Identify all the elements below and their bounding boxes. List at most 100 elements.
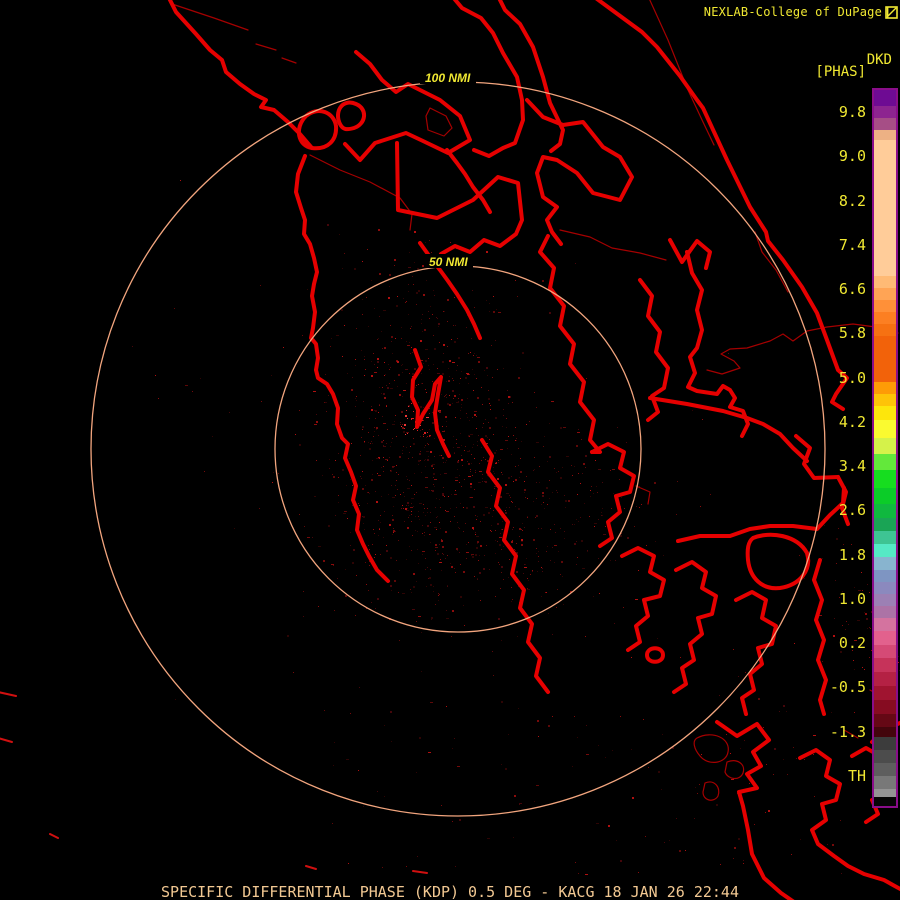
coastline-path: [167, 0, 314, 150]
coastline-path: [645, 646, 665, 664]
coastline-path: [649, 0, 715, 146]
color-bar-segment: [874, 594, 896, 606]
coastline-path: [410, 348, 451, 458]
coastline-path: [309, 154, 413, 231]
color-bar-segment: [874, 504, 896, 518]
coastline-path: [538, 234, 602, 454]
scale-label: 7.4: [838, 235, 866, 254]
coastline-path: [336, 100, 366, 132]
color-bar-segment: [874, 557, 896, 570]
scale-label: TH: [847, 766, 866, 785]
scale-label: 5.0: [838, 368, 866, 387]
coastline-path: [638, 278, 670, 422]
ring-label-backdrop: [425, 254, 473, 268]
scale-label: 1.0: [838, 589, 866, 608]
range-ring: [90, 81, 826, 817]
color-bar-segment: [874, 700, 896, 714]
color-bar-segment: [874, 406, 896, 420]
color-bar-segment: [874, 645, 896, 658]
cod-logo-icon: [885, 5, 898, 19]
coastline-path: [754, 231, 789, 293]
coastline-path: [525, 98, 634, 246]
color-bar-segment: [874, 750, 896, 763]
color-bar-segment: [874, 312, 896, 324]
coastline-thick: [167, 0, 900, 900]
color-bar-segment: [874, 488, 896, 504]
color-bar-segment: [874, 470, 896, 488]
color-bar-segment: [874, 336, 896, 382]
color-bar-segment: [874, 658, 896, 672]
color-bar-segment: [874, 672, 896, 686]
product-unit: [PHAS]: [815, 64, 866, 80]
coastline-path: [0, 691, 428, 874]
scale-label: -0.5: [829, 678, 866, 697]
scale-label: 5.8: [838, 324, 866, 343]
color-bar-segment: [874, 276, 896, 288]
coastline-path: [452, 0, 525, 158]
scale-label: 8.2: [838, 191, 866, 210]
color-bar-segment: [874, 714, 896, 727]
color-bar-segment: [874, 789, 896, 797]
coastline-path: [685, 250, 750, 438]
color-bar-segment: [874, 394, 896, 406]
color-bar-segment: [874, 140, 896, 276]
range-ring-labels: 100 NMI 50 NMI: [420, 70, 476, 269]
color-bar-segment: [874, 420, 896, 438]
echo-speckles: [132, 180, 900, 877]
coastline-path: [798, 748, 900, 892]
coastline-path: [745, 532, 811, 591]
coastline-path: [559, 229, 667, 261]
coastline-path: [812, 558, 828, 716]
coastline-path: [702, 781, 720, 801]
scale-label: 6.6: [838, 280, 866, 299]
ring-label: 100 NMI: [425, 71, 471, 85]
scale-label: -1.3: [829, 722, 866, 741]
color-bar-segment: [874, 288, 896, 300]
coastline-path: [836, 475, 850, 526]
color-bar-segment: [874, 118, 896, 130]
page-title: NEXLAB-College of DuPage: [703, 5, 882, 19]
ring-label: 50 NMI: [429, 255, 468, 269]
coastline-path: [724, 760, 745, 780]
color-bar-segment: [874, 324, 896, 336]
color-bar-segment: [874, 776, 896, 789]
coastline-path: [425, 107, 453, 137]
color-bar-segment: [874, 90, 896, 106]
color-bar-segment: [874, 570, 896, 582]
coastline-path: [445, 148, 492, 214]
color-bar-segment: [874, 106, 896, 118]
coastline-path: [497, 0, 565, 153]
color-bar-segment: [874, 438, 896, 454]
color-bar-segment: [874, 454, 896, 470]
coastline-path: [693, 734, 729, 763]
color-bar-segment: [874, 737, 896, 750]
color-bar: [872, 88, 898, 808]
color-bar-segment: [874, 382, 896, 394]
coastline-path: [255, 43, 297, 64]
color-bar-segment: [874, 686, 896, 700]
coastline-path: [676, 486, 846, 543]
coastline-path: [635, 485, 651, 505]
color-bar-segment: [874, 582, 896, 594]
scale-label: 2.6: [838, 501, 866, 520]
scale-label: 1.8: [838, 545, 866, 564]
ring-label-backdrop: [420, 70, 476, 84]
color-bar-segment: [874, 130, 896, 140]
range-rings: [90, 81, 826, 817]
color-bar-segment: [874, 544, 896, 557]
color-bar-segment: [874, 797, 896, 806]
color-bar-segment: [874, 618, 896, 631]
coastline-path: [395, 141, 524, 256]
color-bar-segment: [874, 606, 896, 618]
coastline-path: [672, 560, 718, 694]
scale-label: 0.2: [838, 634, 866, 653]
scale-label: 9.0: [838, 147, 866, 166]
coastline-path: [294, 154, 390, 583]
coastline-path: [590, 442, 636, 548]
scale-label: 4.2: [838, 412, 866, 431]
scale-label: 9.8: [838, 103, 866, 122]
coastline-path: [620, 546, 666, 652]
product-code: DKD: [866, 52, 892, 68]
